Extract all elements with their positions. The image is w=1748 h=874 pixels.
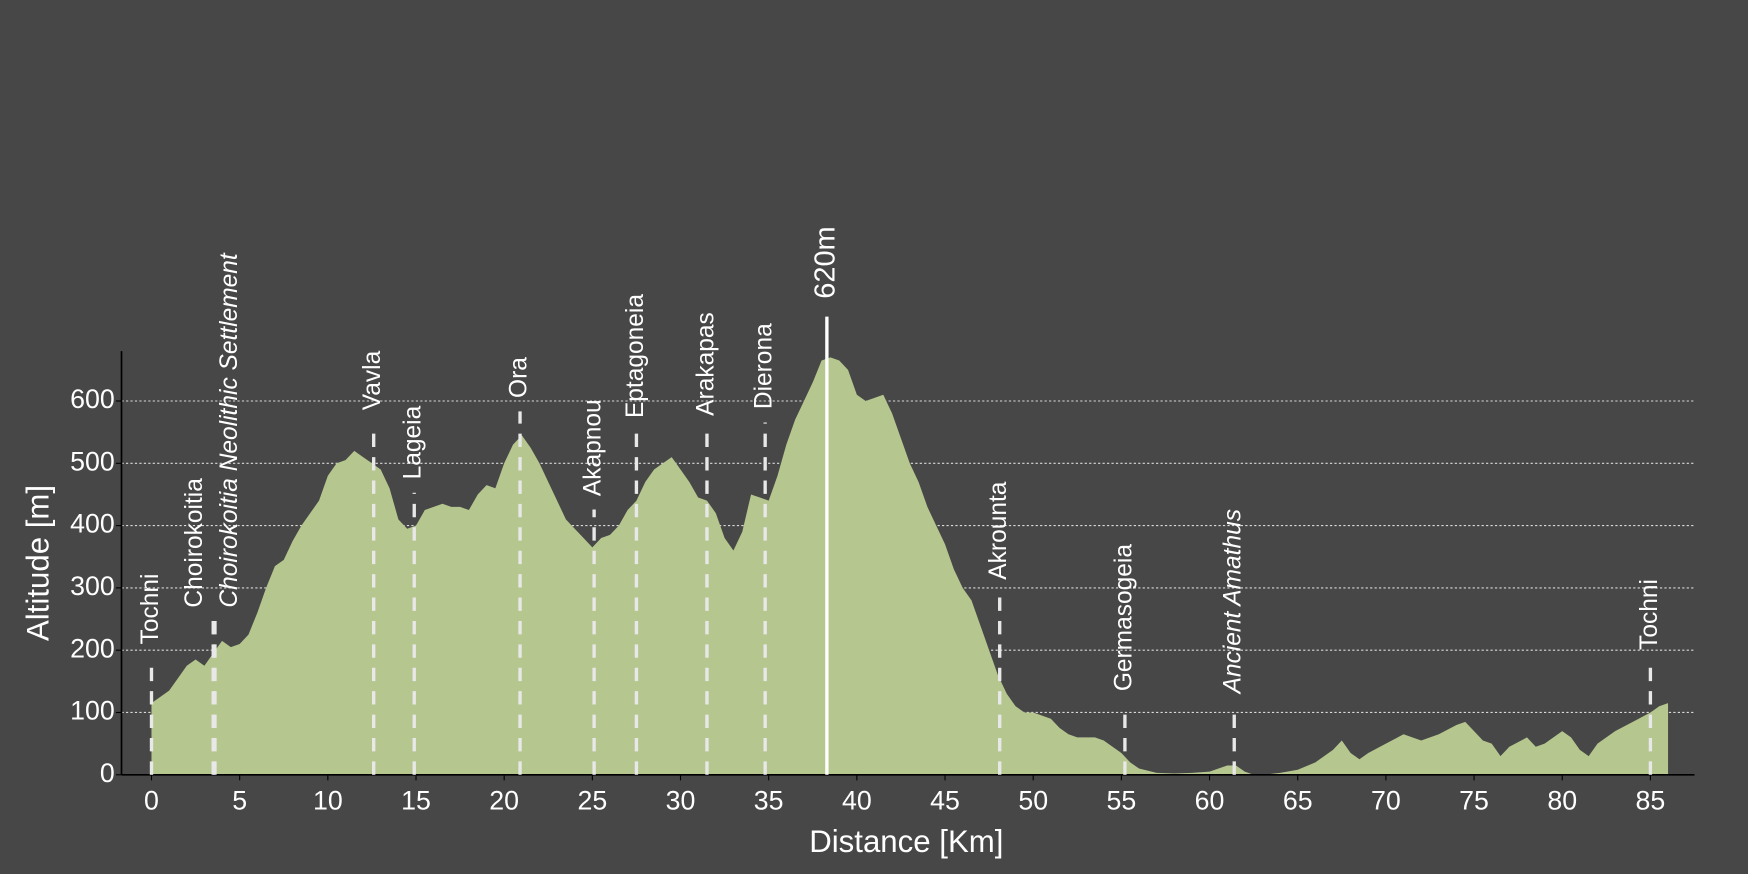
y-tick-label: 600 — [70, 384, 115, 414]
y-tick-label: 400 — [70, 509, 115, 539]
x-tick-label: 75 — [1459, 786, 1489, 816]
waypoint-label: Choirokoitia — [181, 478, 208, 608]
waypoint-label: Akapnou — [580, 399, 607, 496]
x-tick-label: 20 — [489, 786, 519, 816]
waypoint-label: Arakapas — [692, 312, 719, 416]
x-tick-label: 40 — [842, 786, 872, 816]
x-tick-label: 0 — [144, 786, 159, 816]
waypoint-label: Tochni — [1636, 579, 1663, 650]
y-axis-title: Altitude [m] — [20, 485, 55, 641]
waypoint-label: Dierona — [751, 323, 778, 409]
waypoint-label: Ancient Amathus — [1220, 509, 1247, 695]
waypoint-label: Eptagoneia — [622, 294, 649, 418]
x-tick-label: 50 — [1018, 786, 1048, 816]
x-tick-label: 10 — [313, 786, 343, 816]
waypoint-label: Tochni — [137, 573, 164, 644]
waypoint-label: Akrounta — [985, 481, 1012, 579]
y-tick-label: 500 — [70, 446, 115, 476]
waypoint-label: Vavla — [359, 350, 386, 410]
y-tick-label: 0 — [100, 758, 115, 788]
x-tick-label: 70 — [1371, 786, 1401, 816]
waypoint-label: Lageia — [400, 405, 427, 479]
x-tick-label: 25 — [577, 786, 607, 816]
y-tick-label: 300 — [70, 571, 115, 601]
y-tick-label: 200 — [70, 633, 115, 663]
y-tick-label: 100 — [70, 696, 115, 726]
x-tick-label: 5 — [232, 786, 247, 816]
x-tick-label: 65 — [1283, 786, 1313, 816]
x-tick-label: 80 — [1547, 786, 1577, 816]
x-tick-label: 15 — [401, 786, 431, 816]
x-tick-label: 45 — [930, 786, 960, 816]
waypoint-label: Choirokoitia Neolithic Settlement — [216, 252, 243, 607]
x-tick-label: 60 — [1195, 786, 1225, 816]
x-axis-title: Distance [Km] — [809, 824, 1003, 859]
peak-label: 620m — [810, 226, 842, 298]
elevation-area — [151, 357, 1669, 775]
x-tick-label: 30 — [666, 786, 696, 816]
x-tick-label: 35 — [754, 786, 784, 816]
x-tick-label: 85 — [1636, 786, 1666, 816]
x-tick-label: 55 — [1106, 786, 1136, 816]
waypoint-label: Ora — [506, 357, 533, 398]
waypoint-label: Germasogeia — [1110, 544, 1137, 692]
